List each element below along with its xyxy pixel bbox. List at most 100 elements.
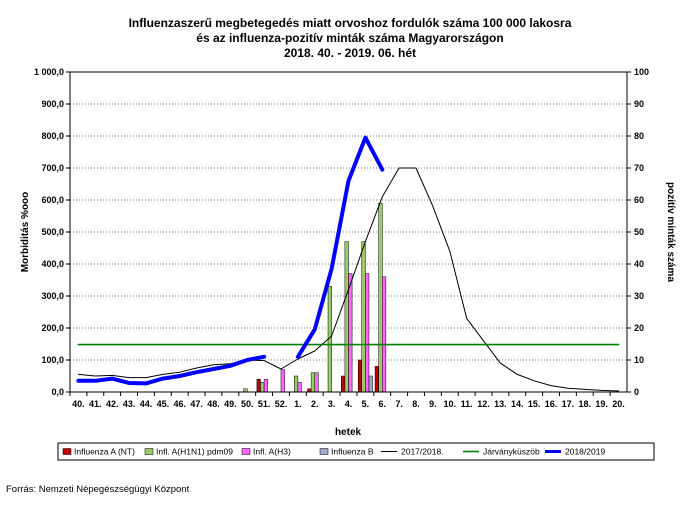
x-tick-label: 20. [612, 399, 625, 409]
x-axis-label: hetek [335, 427, 362, 438]
bar [382, 276, 387, 393]
legend-label: Influenza A (NT) [74, 447, 135, 457]
x-tick-label: 40. [72, 399, 85, 409]
x-tick-label: 43. [123, 399, 136, 409]
x-tick-label: 4. [345, 399, 353, 409]
x-tick-label: 16. [545, 399, 558, 409]
bar [374, 366, 379, 393]
y-left-tick-label: 0,0 [51, 387, 64, 397]
x-tick-label: 9. [429, 399, 437, 409]
y-left-tick-label: 400,0 [41, 259, 64, 269]
x-tick-label: 50. [241, 399, 254, 409]
y-left-tick-label: 800,0 [41, 131, 64, 141]
y-left-tick-label: 1 000,0 [34, 67, 64, 77]
bar [294, 375, 299, 393]
source-note: Forrás: Nemzeti Népegészségügyi Központ [6, 484, 190, 495]
bar [280, 369, 285, 393]
y-right-tick-label: 70 [634, 163, 644, 173]
y-left-tick-label: 600,0 [41, 195, 64, 205]
legend-label: Influenza B [331, 447, 374, 457]
y-left-tick-label: 900,0 [41, 99, 64, 109]
series-line [76, 354, 267, 386]
y-right-tick-label: 30 [634, 291, 644, 301]
x-tick-label: 15. [528, 399, 541, 409]
legend: Influenza A (NT) Infl. A(H1N1) pdm09 Infl.… [62, 447, 605, 457]
x-tick-label: 7. [395, 399, 403, 409]
legend-label: Infl. A(H3) [253, 447, 291, 457]
x-tick-label: 19. [595, 399, 608, 409]
title-line-1: Influenzaszerű megbetegedés miatt orvosh… [129, 16, 572, 30]
y-right-tick-label: 100 [634, 67, 649, 77]
y-left-tick-label: 200,0 [41, 323, 64, 333]
line-layer [76, 135, 620, 392]
y-right-tick-label: 10 [634, 355, 644, 365]
y-right-tick-label: 50 [634, 227, 644, 237]
x-tick-label: 18. [579, 399, 592, 409]
legend-label: 2017/2018. [401, 447, 444, 457]
bar [378, 202, 383, 393]
y-left-tick-label: 500,0 [41, 227, 64, 237]
bar [365, 273, 370, 393]
x-tick-label: 14. [511, 399, 524, 409]
x-tick-label: 17. [562, 399, 575, 409]
bar [256, 378, 261, 393]
y-right-tick-label: 20 [634, 323, 644, 333]
y-right-tick-label: 60 [634, 195, 644, 205]
bar [260, 382, 265, 393]
y-right-tick-label: 40 [634, 259, 644, 269]
x-tick-label: 11. [461, 399, 473, 409]
x-tick-label: 13. [494, 399, 507, 409]
x-tick-label: 8. [412, 399, 420, 409]
bar [368, 375, 373, 393]
bar [344, 241, 349, 393]
bar-layer [243, 202, 387, 393]
bar [297, 382, 302, 393]
y-right-tick-label: 80 [634, 131, 644, 141]
y-axis-label-right: pozitív minták száma [665, 182, 676, 282]
x-tick-label: 6. [378, 399, 386, 409]
bar [341, 375, 346, 393]
y-right-tick-label: 0 [634, 387, 639, 397]
x-tick-label: 41. [89, 399, 102, 409]
x-tick-label: 5. [362, 399, 370, 409]
x-tick-label: 2. [311, 399, 319, 409]
y-left-tick-label: 700,0 [41, 163, 64, 173]
y-right-tick-label: 90 [634, 99, 644, 109]
bar [263, 378, 268, 393]
title: Influenzaszerű megbetegedés miatt orvosh… [129, 16, 572, 60]
bar [314, 372, 319, 393]
bar [310, 372, 315, 393]
tick-layer: 0,0 100,0 200,0 300,0 400,0 500,0 600,0 700,0 80… [34, 67, 649, 409]
legend-label: 2018/2019 [565, 447, 605, 457]
x-tick-label: 46. [173, 399, 186, 409]
x-tick-label: 1. [294, 399, 302, 409]
x-tick-label: 44. [140, 399, 153, 409]
series-line [77, 167, 620, 392]
x-tick-label: 12. [477, 399, 490, 409]
y-left-tick-label: 300,0 [41, 291, 64, 301]
legend-swatch [241, 448, 251, 455]
legend-label: Járványküszöb [483, 447, 540, 457]
x-tick-label: 47. [190, 399, 203, 409]
y-axis-label-left: Morbiditás %ooo [20, 192, 31, 273]
legend-label: Infl. A(H1N1) pdm09 [156, 447, 233, 457]
bar [348, 273, 353, 393]
title-line-2: és az influenza-pozitív minták száma Mag… [196, 31, 503, 45]
x-tick-label: 42. [106, 399, 119, 409]
legend-swatch [144, 448, 154, 455]
x-tick-label: 10. [444, 399, 457, 409]
bar [357, 359, 363, 393]
title-line-3: 2018. 40. - 2019. 06. hét [284, 46, 416, 60]
legend-box [57, 442, 655, 461]
x-tick-label: 52. [275, 399, 288, 409]
x-tick-label: 51. [258, 399, 271, 409]
x-tick-label: 3. [328, 399, 336, 409]
y-left-tick-label: 100,0 [41, 355, 64, 365]
x-tick-label: 48. [207, 399, 220, 409]
legend-swatch [319, 448, 329, 455]
x-tick-label: 45. [157, 399, 170, 409]
legend-swatch [62, 448, 72, 455]
bar [361, 241, 366, 393]
x-tick-label: 49. [224, 399, 237, 409]
